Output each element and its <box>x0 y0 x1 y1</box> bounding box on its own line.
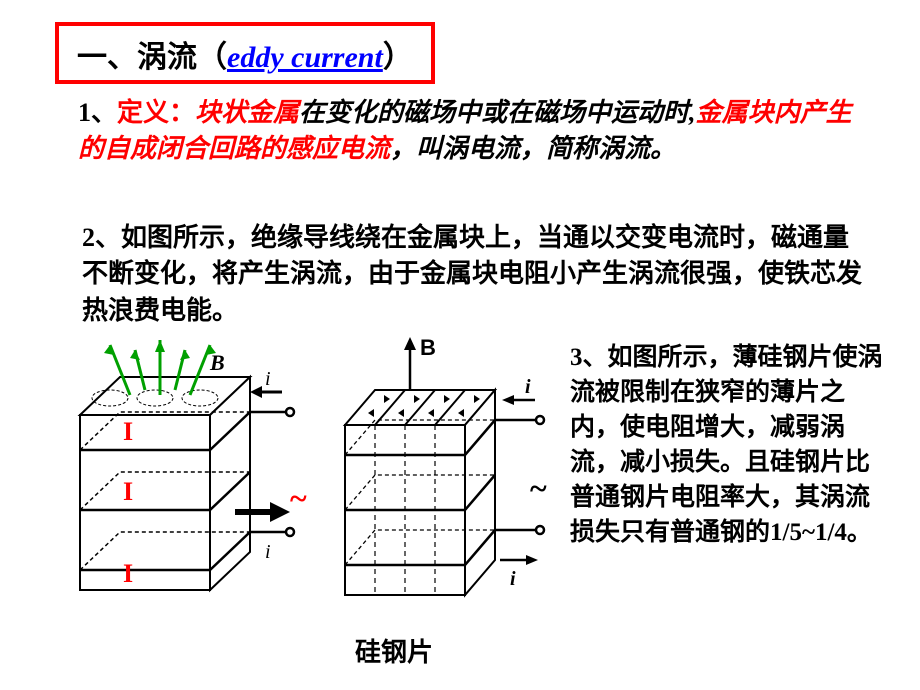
red-i-3: I <box>123 559 133 588</box>
fig2-tilde: ~ <box>530 470 547 507</box>
p2-text: 2、如图所示，绝缘导线绕在金属块上，当通以交变电流时，磁通量不断变化，将产生涡流… <box>82 223 862 325</box>
fig1-i-label-bot: i <box>265 541 271 563</box>
paragraph-3: 3、如图所示，薄硅钢片使涡流被限制在狭窄的薄片之内，使电阻增大，减弱涡流，减小损… <box>570 340 890 550</box>
fig2-i-top: i <box>525 376 531 398</box>
paragraph-1: 1、定义：块状金属在变化的磁场中或在磁场中运动时,金属块内产生的自成闭合回路的感… <box>78 95 868 168</box>
p3-text: 3、如图所示，薄硅钢片使涡流被限制在狭窄的薄片之内，使电阻增大，减弱涡流，减小损… <box>570 344 883 546</box>
fig1-i-label-top: i <box>265 368 271 390</box>
title-paren-open: （ <box>197 41 227 74</box>
fig1-tilde: ~ <box>290 480 307 517</box>
red-i-1: I <box>123 417 133 446</box>
p1-text2: ，叫涡电流，简称涡流。 <box>390 134 676 163</box>
fig1-b-label: B <box>209 350 225 375</box>
figure-2-caption: 硅钢片 <box>355 632 433 669</box>
fig2-b-label: B <box>420 335 436 360</box>
section-title-box: 一、涡流（eddy current） <box>55 22 435 84</box>
section-title: 一、涡流（eddy current） <box>77 32 413 76</box>
p1-key1: 块状金属 <box>195 98 299 127</box>
title-paren-close: ） <box>383 41 413 74</box>
figure-2-laminated: B <box>330 335 555 620</box>
paragraph-2: 2、如图所示，绝缘导线绕在金属块上，当通以交变电流时，磁通量不断变化，将产生涡流… <box>82 220 862 329</box>
p1-lead: 1、 <box>78 98 117 127</box>
title-english: eddy current <box>227 41 383 74</box>
p1-text1: 在变化的磁场中或在磁场中运动时, <box>299 98 696 127</box>
title-prefix: 一、涡流 <box>77 41 197 74</box>
p1-def-label: 定义： <box>117 98 195 127</box>
figure-1-solid-block: I I I B i i <box>60 340 315 620</box>
red-i-2: I <box>123 477 133 506</box>
fig2-i-bot: i <box>510 568 516 590</box>
